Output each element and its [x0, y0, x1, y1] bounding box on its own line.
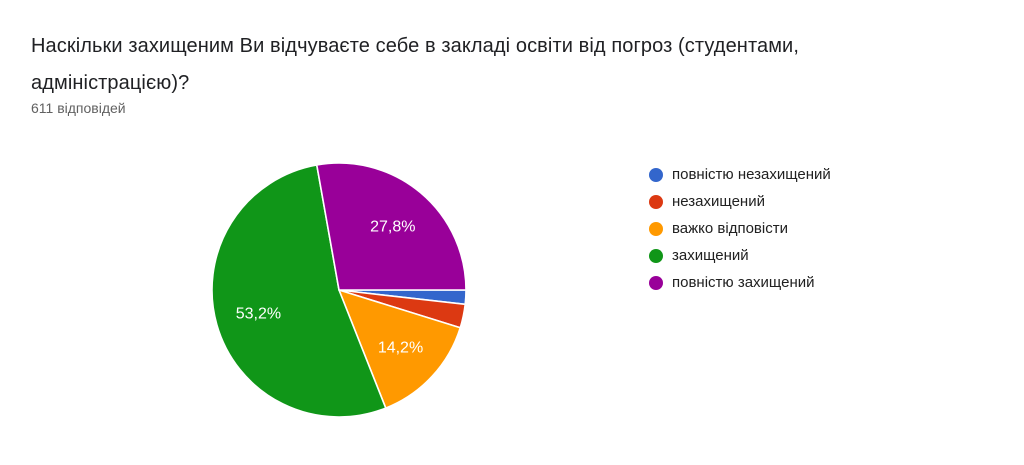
legend-item: захищений — [649, 242, 831, 269]
question-title-line-2: адміністрацією)? — [31, 72, 190, 94]
question-title-line-1: Наскільки захищеним Ви відчуваєте себе в… — [31, 35, 799, 57]
legend-label: захищений — [672, 247, 749, 264]
legend-label: повністю незахищений — [672, 166, 831, 183]
pie-slice-3[interactable] — [337, 288, 462, 410]
legend-label: важко відповісти — [672, 220, 788, 237]
legend-item: важко відповісти — [649, 215, 831, 242]
legend-color-dot-icon — [649, 248, 663, 263]
pie-slice-4[interactable] — [211, 164, 387, 418]
legend-label: незахищений — [672, 193, 765, 210]
legend-label: повністю захищений — [672, 274, 815, 291]
question-title: Наскільки захищеним Ви відчуваєте себе в… — [31, 28, 971, 102]
legend-color-dot-icon — [649, 194, 663, 209]
pie-slice-percent-label: 53,2% — [236, 305, 281, 322]
pie-slice-5[interactable] — [315, 162, 467, 291]
legend-item: повністю незахищений — [649, 161, 831, 188]
chart-legend: повністю незахищений незахищений важко від… — [649, 161, 831, 296]
response-count: 611 відповідей — [31, 100, 126, 116]
legend-item: незахищений — [649, 188, 831, 215]
pie-chart: 14,2% 53,2% 27,8% — [211, 162, 467, 418]
legend-color-dot-icon — [649, 275, 663, 290]
pie-slice-percent-label: 14,2% — [378, 340, 423, 357]
legend-item: повністю захищений — [649, 269, 831, 296]
legend-color-dot-icon — [649, 167, 663, 182]
pie-slice-percent-label: 27,8% — [370, 218, 415, 235]
legend-color-dot-icon — [649, 221, 663, 236]
